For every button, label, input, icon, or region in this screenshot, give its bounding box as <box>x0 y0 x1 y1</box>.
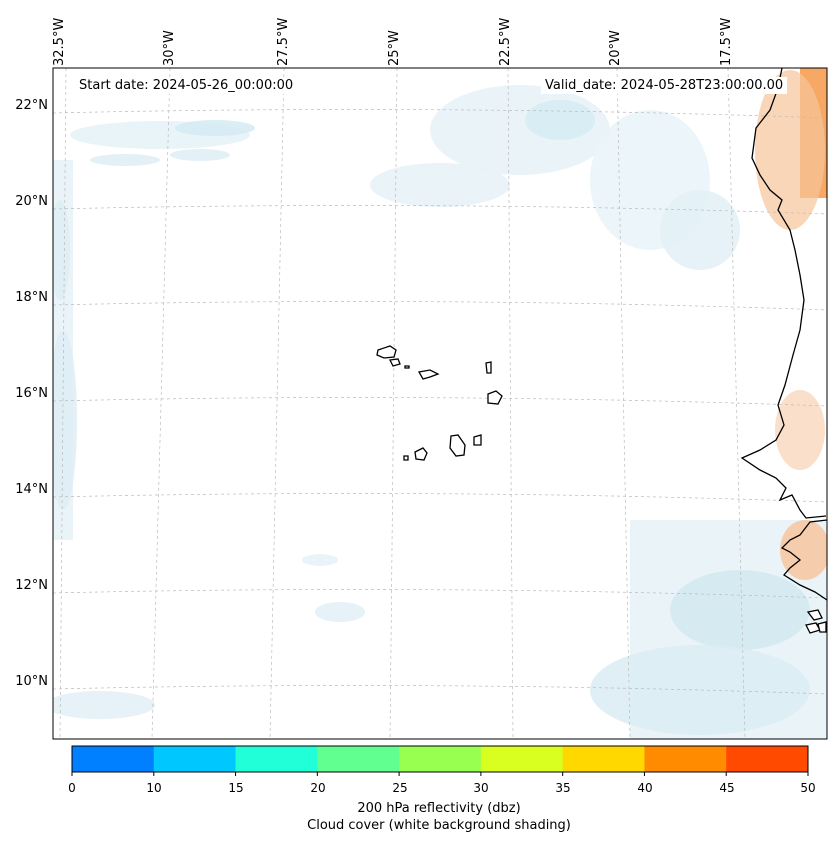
lat-label: 14°N <box>15 482 48 497</box>
gridlines <box>53 68 827 739</box>
coastline <box>376 68 827 634</box>
island-brava <box>403 455 409 461</box>
lon-label: 30°W <box>162 30 177 66</box>
lat-label: 16°N <box>15 386 48 401</box>
island-sal <box>485 361 492 374</box>
colorbar-tick: 35 <box>555 781 571 795</box>
colorbar-tick: 25 <box>392 781 408 795</box>
cloud-patch-north <box>370 85 740 270</box>
island-sao-nicolau <box>417 369 440 380</box>
map-frame <box>52 67 828 740</box>
colorbar <box>71 745 809 776</box>
senegambia-coast <box>780 519 827 601</box>
colorbar-frame <box>71 745 809 773</box>
colorbar-segment <box>480 746 564 772</box>
west-africa-coastline <box>740 68 827 519</box>
lon-label: 22.5°W <box>498 17 513 66</box>
colorbar-segment <box>317 746 400 772</box>
colorbar-tick: 50 <box>800 781 816 795</box>
colorbar-segment <box>399 746 482 772</box>
colorbar-tick: 15 <box>228 781 244 795</box>
colorbar-tick: 0 <box>68 781 76 795</box>
cloud-patch-east <box>590 520 827 739</box>
guinea-bissau-islands <box>806 609 823 621</box>
cloud-patch-nw <box>70 120 255 166</box>
colorbar-tick: 45 <box>719 781 735 795</box>
colorbar-segment <box>726 746 809 772</box>
bijagos-island-2 <box>817 621 827 633</box>
colorbar-segment <box>235 746 318 772</box>
lat-label: 18°N <box>15 290 48 305</box>
lat-label: 10°N <box>15 674 48 689</box>
island-sao-vicente <box>389 358 401 367</box>
colorbar-segment <box>72 746 155 772</box>
cloud-cover-shading <box>53 68 827 739</box>
colorbar-tick: 40 <box>637 781 653 795</box>
colorbar-tick: 10 <box>146 781 162 795</box>
lat-label: 20°N <box>15 194 48 209</box>
start-date-label: Start date: 2024-05-26_00:00:00 <box>75 77 298 94</box>
island-santiago <box>449 434 466 457</box>
reflectivity-shading <box>755 68 827 580</box>
colorbar-segment <box>644 746 727 772</box>
cloud-patch-south <box>53 554 365 719</box>
island-maio <box>473 434 482 446</box>
lon-label: 20°W <box>608 30 623 66</box>
valid-date-label: Valid_date: 2024-05-28T23:00:00.00 <box>541 77 788 94</box>
island-fogo <box>414 447 428 461</box>
colorbar-segment <box>153 746 237 772</box>
lon-label: 17.5°W <box>719 17 734 66</box>
lat-label: 22°N <box>15 98 48 113</box>
lon-label: 27.5°W <box>276 17 291 66</box>
colorbar-segment <box>562 746 645 772</box>
colorbar-label: 200 hPa reflectivity (dbz) <box>357 801 521 816</box>
island-santa-luzia <box>404 365 410 369</box>
lat-label: 12°N <box>15 578 48 593</box>
colorbar-sublabel: Cloud cover (white background shading) <box>307 818 571 833</box>
colorbar-tick: 20 <box>310 781 326 795</box>
island-boa-vista <box>487 390 503 405</box>
island-santo-antao <box>376 345 397 359</box>
colorbar-tick: 30 <box>473 781 489 795</box>
cloud-patch-west-edge <box>53 160 77 540</box>
lon-label: 32.5°W <box>52 17 67 66</box>
lon-label: 25°W <box>387 30 402 66</box>
